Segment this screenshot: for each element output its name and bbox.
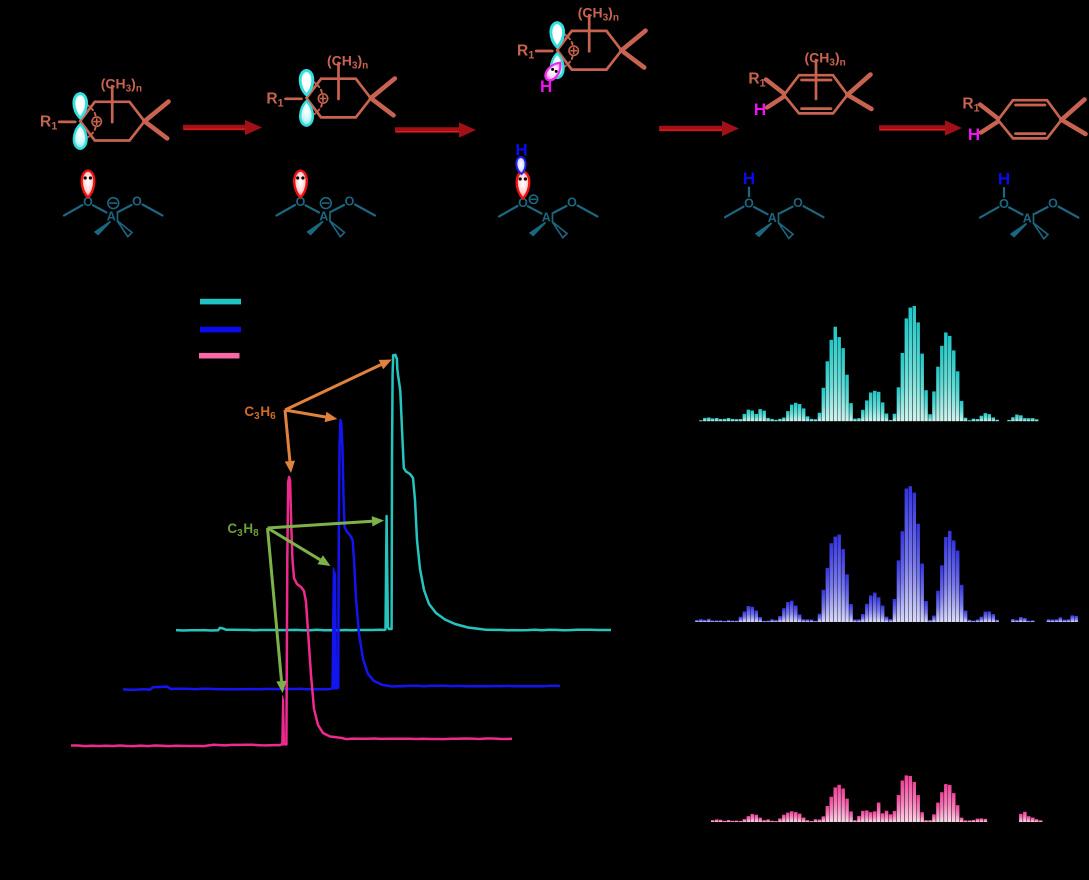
svg-text:O: O: [999, 197, 1009, 211]
svg-text:O: O: [296, 195, 306, 209]
svg-text:(CH3)n: (CH3)n: [327, 53, 368, 72]
svg-text:H: H: [540, 77, 552, 96]
svg-text:O: O: [518, 196, 528, 210]
svg-text:O: O: [793, 196, 803, 210]
svg-text:Al: Al: [768, 211, 781, 225]
svg-text:(CH3)n: (CH3)n: [101, 76, 142, 95]
svg-text:O: O: [345, 194, 355, 208]
svg-text:H: H: [743, 169, 755, 188]
svg-text:H: H: [515, 141, 527, 160]
svg-text:O: O: [567, 195, 577, 209]
svg-text:H: H: [754, 100, 766, 119]
svg-text:O: O: [132, 194, 142, 208]
svg-text:(CH3)n: (CH3)n: [578, 5, 619, 24]
svg-text:O: O: [744, 197, 754, 211]
svg-text:O: O: [83, 195, 93, 209]
svg-text:Al: Al: [542, 210, 555, 224]
svg-text:H: H: [968, 125, 980, 144]
svg-text:O: O: [1048, 196, 1058, 210]
svg-text:(CH3)n: (CH3)n: [805, 50, 846, 69]
svg-text:Al: Al: [319, 209, 332, 223]
svg-text:H: H: [998, 170, 1010, 189]
svg-text:Al: Al: [1023, 211, 1036, 225]
svg-text:Al: Al: [107, 209, 120, 223]
